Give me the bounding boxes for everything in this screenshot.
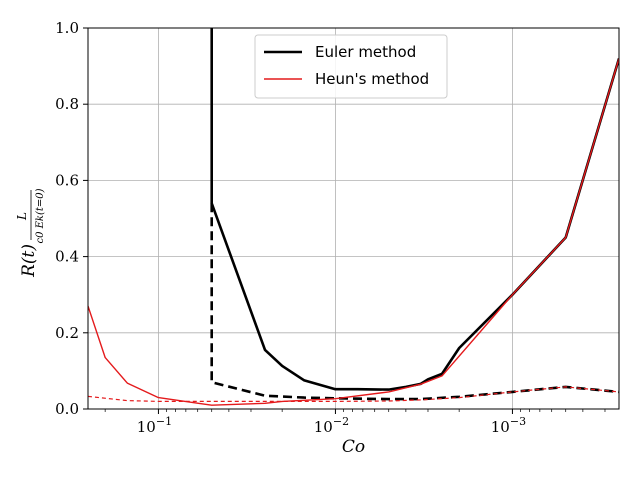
series-line-3 [88, 386, 619, 402]
y-tick-label: 0.8 [55, 95, 79, 113]
y-axis-label-numerator: L [15, 212, 29, 221]
legend-label: Euler method [315, 43, 416, 61]
y-tick-label: 0.2 [55, 324, 79, 342]
series-line-2 [88, 58, 619, 406]
plot-frame [87, 27, 620, 410]
x-axis-label: Co [342, 437, 365, 457]
x-tick-label: 10−3 [491, 415, 526, 436]
series-layer [88, 28, 619, 406]
y-axis-label: R(t) L c0 Ek(t=0) [15, 188, 46, 278]
y-tick-label: 0.0 [55, 400, 79, 418]
legend-box [254, 34, 448, 99]
series-line-0 [210, 28, 619, 391]
series-line-1 [210, 203, 619, 401]
y-axis-label-denominator: c0 Ek(t=0) [35, 188, 46, 243]
x-tick-label: 10−1 [137, 415, 172, 436]
legend: Euler method Heun's method [254, 34, 448, 99]
y-tick-label: 0.4 [55, 248, 79, 266]
y-tick-label: 1.0 [55, 19, 79, 37]
x-tick-label: 10−2 [314, 415, 349, 436]
legend-label: Heun's method [315, 70, 429, 88]
y-tick-label: 0.6 [55, 171, 79, 189]
y-axis-label-prefix: R(t) [19, 244, 39, 278]
